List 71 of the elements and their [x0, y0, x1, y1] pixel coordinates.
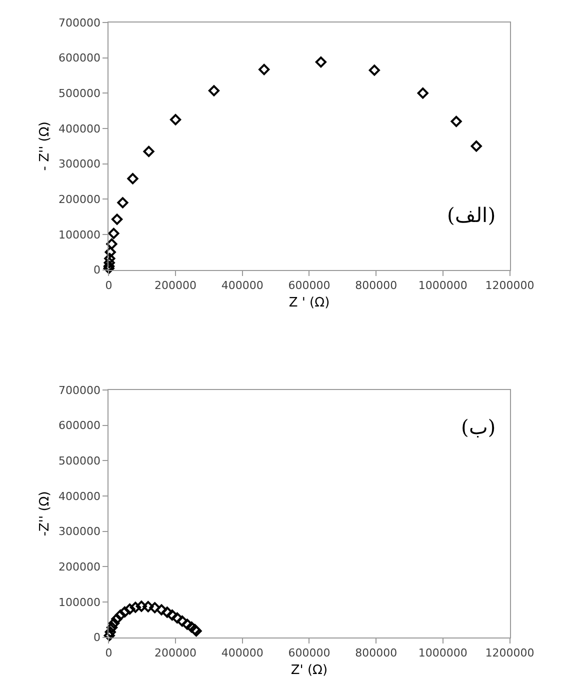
point: [111, 613, 122, 625]
x-tick-label: 1000000: [418, 279, 468, 292]
point: [417, 88, 428, 99]
point: [104, 246, 116, 258]
point: [470, 140, 482, 152]
x-axis-title: Z ' (Ω): [288, 296, 330, 311]
point: [450, 116, 462, 127]
x-tick-label: 400000: [221, 646, 264, 660]
point: [156, 604, 168, 616]
y-tick-label: 300000: [58, 158, 100, 171]
point: [106, 238, 118, 250]
x-axis-title: Z' (Ω): [290, 663, 328, 678]
point: [104, 626, 116, 638]
x-tick-label: 200000: [154, 646, 197, 660]
point: [149, 602, 160, 614]
point: [182, 618, 193, 630]
x-tick-label: 0: [105, 646, 112, 660]
point: [142, 601, 154, 612]
annotation: (الف): [447, 203, 496, 227]
point: [112, 214, 123, 225]
point: [143, 146, 154, 157]
point: [172, 612, 183, 624]
y-tick-label: 100000: [58, 228, 100, 242]
point: [130, 602, 141, 613]
y-tick-label: 500000: [58, 454, 100, 468]
y-axis-title: - Z'' (Ω): [37, 122, 52, 171]
point: [368, 64, 380, 76]
x-tick-label: 800000: [355, 646, 398, 660]
point: [104, 630, 115, 642]
x-tick-label: 600000: [288, 279, 330, 292]
point: [258, 64, 270, 76]
y-tick-label: 300000: [58, 525, 100, 538]
y-tick-label: 700000: [58, 384, 100, 397]
x-tick-label: 400000: [221, 279, 264, 292]
point: [104, 252, 116, 264]
x-tick-label: 1200000: [485, 646, 534, 660]
x-tick-label: 800000: [355, 279, 398, 292]
point: [124, 604, 136, 615]
point: [162, 606, 173, 618]
point: [127, 173, 138, 184]
annotation: (ب): [461, 415, 496, 439]
x-tick-label: 600000: [288, 646, 330, 660]
point: [108, 618, 120, 629]
y-axis-title: -Z'' (Ω): [37, 491, 52, 536]
point: [176, 616, 188, 627]
y-tick-label: 600000: [58, 52, 100, 65]
y-tick-label: 400000: [58, 122, 100, 136]
point: [106, 622, 118, 634]
point: [136, 600, 147, 612]
point: [119, 606, 130, 618]
x-tick-label: 0: [105, 279, 112, 292]
y-tick-label: 0: [93, 631, 100, 644]
point: [114, 610, 126, 621]
y-tick-label: 0: [93, 264, 100, 277]
y-tick-label: 200000: [58, 193, 100, 206]
point: [208, 85, 220, 96]
x-tick-label: 1200000: [485, 279, 534, 292]
point: [108, 228, 120, 239]
y-tick-label: 600000: [58, 419, 100, 432]
y-tick-label: 500000: [58, 87, 100, 100]
point: [170, 114, 182, 126]
point: [166, 610, 178, 621]
y-tick-label: 400000: [58, 490, 100, 503]
point: [117, 197, 128, 208]
y-tick-label: 100000: [58, 596, 100, 609]
x-tick-label: 200000: [154, 279, 197, 292]
y-tick-label: 200000: [58, 560, 100, 574]
point: [104, 257, 115, 268]
y-tick-label: 700000: [58, 16, 100, 30]
x-tick-label: 1000000: [418, 646, 468, 660]
point: [315, 56, 326, 68]
